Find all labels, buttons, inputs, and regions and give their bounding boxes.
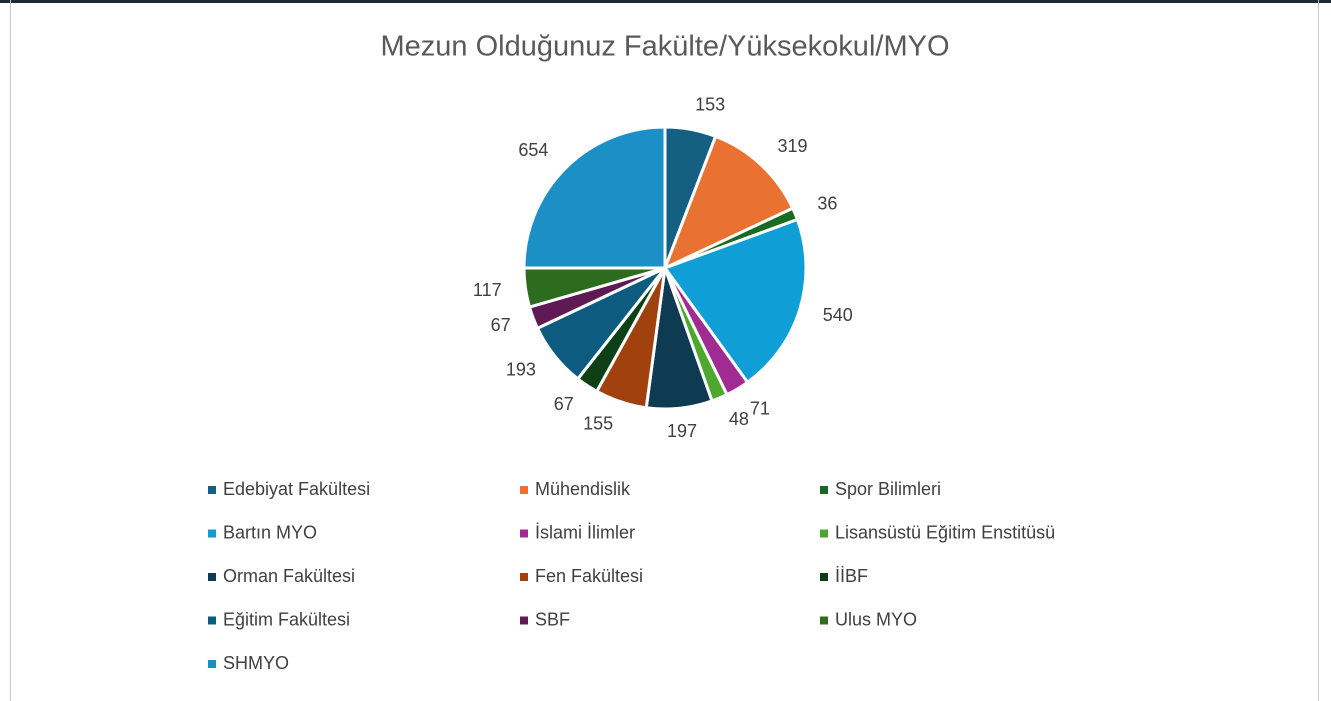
data-label: 36 — [817, 193, 837, 213]
legend-label: Fen Fakültesi — [535, 566, 643, 586]
legend-marker — [208, 616, 216, 625]
data-label: 155 — [583, 413, 613, 433]
legend-label: Edebiyat Fakültesi — [223, 479, 370, 499]
legend-marker — [820, 529, 828, 538]
legend-marker — [820, 486, 828, 494]
legend-label: Eğitim Fakültesi — [223, 609, 350, 629]
data-label: 193 — [506, 360, 536, 380]
legend-marker — [520, 573, 528, 581]
legend-marker — [208, 486, 216, 494]
pie-slice — [522, 125, 667, 270]
legend-label: Ulus MYO — [835, 609, 917, 629]
data-label: 319 — [778, 136, 808, 156]
data-label: 540 — [823, 305, 853, 325]
legend-label: SBF — [535, 609, 570, 629]
legend-label: Bartın MYO — [223, 522, 317, 542]
legend-marker — [208, 660, 216, 668]
pie-slice — [662, 134, 795, 271]
data-label: 67 — [491, 315, 511, 335]
legend-marker — [208, 573, 216, 581]
data-label: 197 — [667, 421, 697, 441]
legend-label: SHMYO — [223, 653, 289, 673]
legend-marker — [820, 616, 828, 625]
pie-slice — [662, 217, 808, 385]
data-label: 117 — [473, 280, 502, 300]
data-label: 67 — [554, 394, 574, 414]
legend-marker — [520, 486, 528, 494]
data-label: 654 — [518, 140, 548, 160]
data-label: 153 — [695, 95, 725, 115]
legend-label: Spor Bilimleri — [835, 479, 941, 499]
data-label: 71 — [750, 398, 770, 418]
legend-label: Orman Fakültesi — [223, 566, 355, 586]
legend-label: Lisansüstü Eğitim Enstitüsü — [835, 522, 1055, 542]
legend-marker — [520, 529, 528, 538]
legend-label: İİBF — [835, 566, 868, 586]
legend-marker — [820, 573, 828, 581]
legend-marker — [208, 529, 216, 538]
chart-title: Mezun Olduğunuz Fakülte/Yüksekokul/MYO — [381, 31, 950, 63]
legend-label: İslami İlimler — [535, 522, 635, 542]
data-label: 48 — [729, 409, 749, 429]
legend-marker — [520, 616, 528, 625]
legend-label: Mühendislik — [535, 479, 631, 499]
